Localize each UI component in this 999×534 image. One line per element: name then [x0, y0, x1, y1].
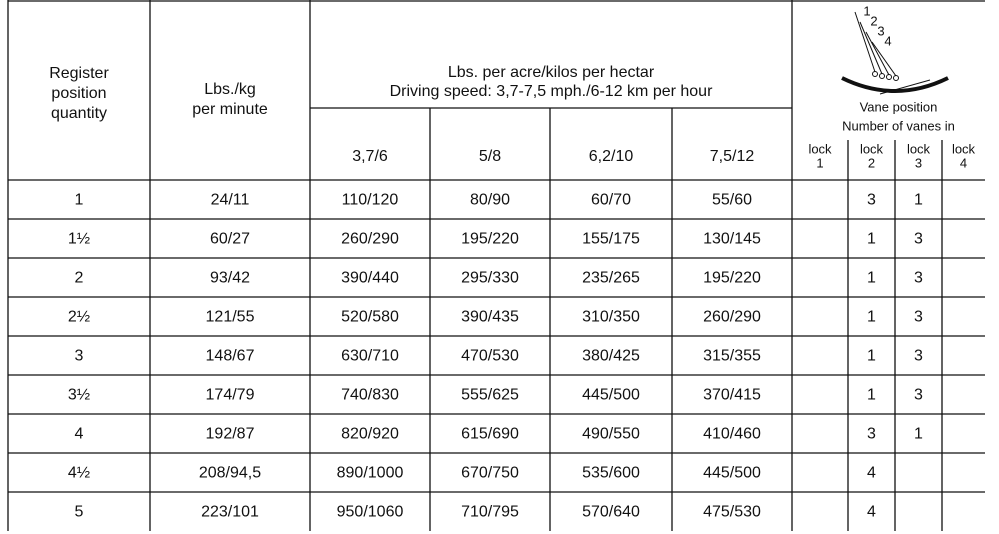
- header-text: position: [51, 85, 106, 102]
- header-text: 6,2/10: [589, 148, 634, 165]
- cell-text: 80/90: [470, 192, 510, 209]
- cell-text: 2½: [68, 309, 90, 326]
- cell-text: 295/330: [461, 270, 519, 287]
- cell-text: 4: [867, 504, 876, 521]
- cell-text: 130/145: [703, 231, 761, 248]
- cell-text: 950/1060: [337, 504, 404, 521]
- header-text: 4: [960, 155, 967, 170]
- cell-text: 60/27: [210, 231, 250, 248]
- cell-text: 4: [867, 465, 876, 482]
- cell-text: 223/101: [201, 504, 259, 521]
- cell-text: 195/220: [461, 231, 519, 248]
- cell-text: 148/67: [206, 348, 255, 365]
- header-text: 2: [868, 155, 875, 170]
- cell-text: 155/175: [582, 231, 640, 248]
- cell-text: 260/290: [341, 231, 399, 248]
- cell-text: 3: [75, 348, 84, 365]
- cell-text: 93/42: [210, 270, 250, 287]
- cell-text: 260/290: [703, 309, 761, 326]
- header-text: Driving speed: 3,7-7,5 mph./6-12 km per …: [390, 83, 714, 100]
- cell-text: 520/580: [341, 309, 399, 326]
- cell-text: 4: [75, 426, 84, 443]
- cell-text: 410/460: [703, 426, 761, 443]
- vane-diagram: [842, 12, 948, 94]
- cell-text: 208/94,5: [199, 465, 261, 482]
- cell-text: 570/640: [582, 504, 640, 521]
- cell-text: 3: [914, 270, 923, 287]
- cell-text: 3: [914, 387, 923, 404]
- cell-text: 535/600: [582, 465, 640, 482]
- cell-text: 475/530: [703, 504, 761, 521]
- cell-text: 3: [914, 348, 923, 365]
- diagram-label: 4: [884, 33, 891, 48]
- cell-text: 740/830: [341, 387, 399, 404]
- header-text: 3,7/6: [352, 148, 388, 165]
- cell-text: 121/55: [206, 309, 255, 326]
- cell-text: 192/87: [206, 426, 255, 443]
- header-text: Register: [49, 65, 109, 82]
- cell-text: 195/220: [703, 270, 761, 287]
- header-text: 5/8: [479, 148, 501, 165]
- cell-text: 3: [867, 192, 876, 209]
- cell-text: 5: [75, 504, 84, 521]
- cell-text: 890/1000: [337, 465, 404, 482]
- cell-text: 3: [914, 309, 923, 326]
- cell-text: 174/79: [206, 387, 255, 404]
- header-text: quantity: [51, 105, 107, 122]
- cell-text: 310/350: [582, 309, 640, 326]
- cell-text: 1: [867, 231, 876, 248]
- cell-text: 820/920: [341, 426, 399, 443]
- cell-text: 555/625: [461, 387, 519, 404]
- cell-text: 380/425: [582, 348, 640, 365]
- header-text: 1: [816, 155, 823, 170]
- header-text: lock: [808, 141, 832, 156]
- cell-text: 1½: [68, 231, 90, 248]
- cell-text: 24/11: [211, 192, 250, 209]
- cell-text: 235/265: [582, 270, 640, 287]
- header-text: lock: [952, 141, 976, 156]
- cell-text: 55/60: [712, 192, 752, 209]
- header-text: Vane position: [860, 99, 938, 114]
- cell-text: 4½: [68, 465, 90, 482]
- cell-text: 3: [914, 231, 923, 248]
- header-text: Number of vanes in: [842, 118, 955, 133]
- cell-text: 1: [867, 387, 876, 404]
- cell-text: 1: [75, 192, 84, 209]
- cell-text: 2: [75, 270, 84, 287]
- cell-text: 390/435: [461, 309, 519, 326]
- cell-text: 445/500: [703, 465, 761, 482]
- header-text: per minute: [192, 101, 268, 118]
- cell-text: 470/530: [461, 348, 519, 365]
- header-text: lock: [860, 141, 884, 156]
- header-text: lock: [907, 141, 931, 156]
- cell-text: 1: [867, 309, 876, 326]
- cell-text: 490/550: [582, 426, 640, 443]
- cell-text: 1: [914, 192, 923, 209]
- cell-text: 370/415: [703, 387, 761, 404]
- cell-text: 315/355: [703, 348, 761, 365]
- cell-text: 445/500: [582, 387, 640, 404]
- cell-text: 3½: [68, 387, 90, 404]
- cell-text: 390/440: [341, 270, 399, 287]
- cell-text: 630/710: [341, 348, 399, 365]
- header-text: Lbs./kg: [204, 81, 256, 98]
- cell-text: 1: [867, 348, 876, 365]
- cell-text: 615/690: [461, 426, 519, 443]
- header-text: 3: [915, 155, 922, 170]
- cell-text: 110/120: [342, 192, 399, 209]
- header-text: Lbs. per acre/kilos per hectar: [448, 64, 655, 81]
- cell-text: 1: [867, 270, 876, 287]
- cell-text: 3: [867, 426, 876, 443]
- cell-text: 1: [914, 426, 923, 443]
- cell-text: 710/795: [461, 504, 519, 521]
- header-text: 7,5/12: [710, 148, 755, 165]
- cell-text: 670/750: [461, 465, 519, 482]
- cell-text: 60/70: [591, 192, 631, 209]
- table-page: Register position quantity Lbs./kg per minut…: [0, 0, 999, 534]
